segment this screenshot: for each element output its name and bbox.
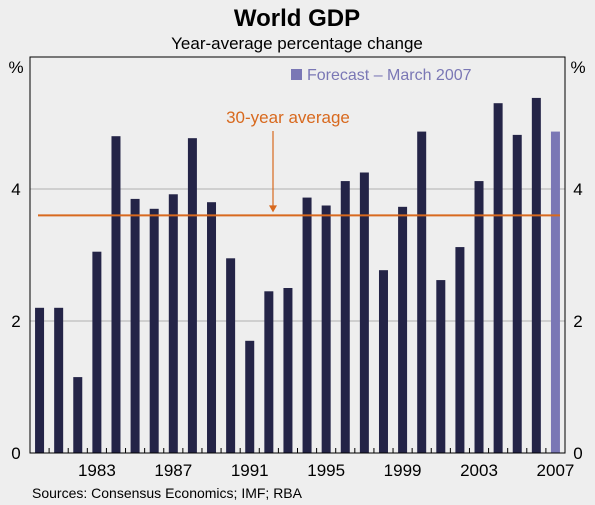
bar-1987 [168, 194, 178, 453]
bar-1988 [187, 138, 197, 453]
bar-1982 [73, 377, 83, 453]
bar-1993 [283, 288, 293, 453]
x-tick-label-1999: 1999 [384, 461, 422, 480]
left-unit-label: % [8, 58, 23, 77]
chart-subtitle: Year-average percentage change [171, 34, 423, 53]
y-tick-left-4: 4 [11, 180, 20, 199]
bar-1986 [149, 208, 159, 453]
bar-1998 [378, 270, 388, 453]
bar-1992 [264, 291, 274, 453]
bar-1985 [130, 198, 140, 453]
bar-1997 [359, 172, 369, 453]
right-unit-label: % [570, 58, 585, 77]
bar-1990 [226, 258, 236, 453]
bar-2004 [493, 103, 503, 453]
bar-1996 [340, 181, 350, 453]
bar-2001 [436, 280, 446, 453]
x-tick-label-2007: 2007 [537, 461, 575, 480]
bar-1999 [398, 206, 408, 453]
bar-2003 [474, 181, 484, 453]
bar-1983 [92, 251, 102, 453]
y-tick-right-0: 0 [573, 444, 582, 463]
bar-2000 [417, 131, 427, 453]
x-tick-label-1987: 1987 [154, 461, 192, 480]
y-tick-left-2: 2 [11, 312, 20, 331]
legend-swatch-forecast [291, 69, 302, 80]
x-tick-label-2003: 2003 [460, 461, 498, 480]
bar-1981 [54, 307, 64, 453]
x-tick-label-1983: 1983 [78, 461, 116, 480]
y-tick-left-0: 0 [11, 444, 20, 463]
plot-frame [29, 56, 566, 454]
bar-1994 [302, 197, 312, 453]
bar-1989 [207, 202, 217, 453]
average-line-group [38, 131, 560, 217]
source-note: Sources: Consensus Economics; IMF; RBA [32, 485, 303, 501]
bar-1984 [111, 136, 121, 453]
bar-1995 [321, 205, 331, 453]
bars [35, 97, 560, 454]
legend-label-forecast: Forecast – March 2007 [307, 67, 472, 84]
y-tick-right-2: 2 [573, 312, 582, 331]
axis-ticks: 0 0 2 2 4 4 1983 1987 1991 1995 1999 2003 2007 [11, 180, 582, 480]
x-tick-label-1991: 1991 [231, 461, 269, 480]
bar-1991 [245, 340, 255, 453]
y-tick-right-4: 4 [573, 180, 582, 199]
average-annotation: 30-year average [226, 108, 350, 127]
average-arrow-head [269, 205, 277, 213]
bar-2005 [512, 134, 522, 453]
bar-1980 [35, 307, 45, 453]
bar-2006 [531, 97, 541, 454]
bar-2007 [550, 131, 560, 453]
gridlines [30, 188, 565, 322]
bar-2002 [455, 247, 465, 453]
chart-title: World GDP [234, 5, 360, 32]
x-tick-label-1995: 1995 [307, 461, 345, 480]
